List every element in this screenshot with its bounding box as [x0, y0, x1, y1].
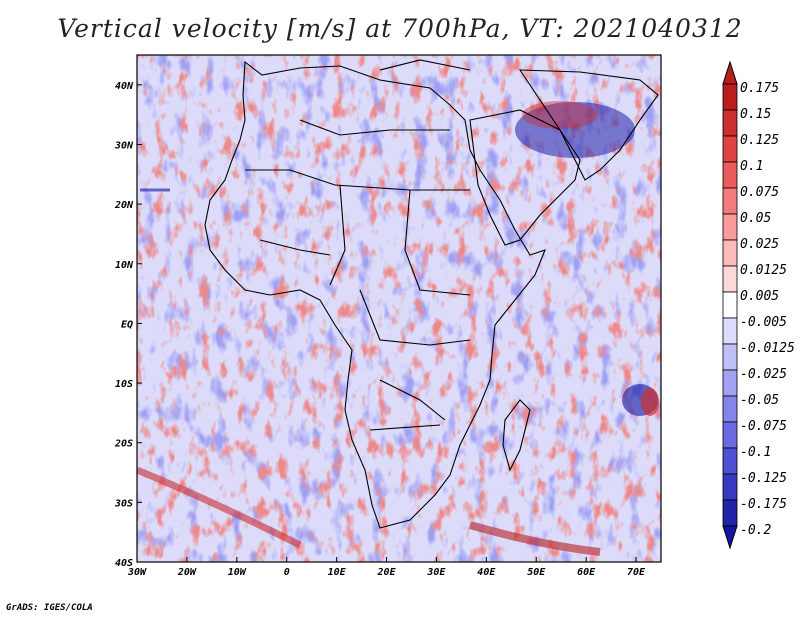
colorbar-label: -0.2	[740, 523, 771, 538]
colorbar-swatch	[722, 369, 738, 397]
colorbar-label: -0.05	[740, 393, 779, 408]
lon-tick-label: 70E	[627, 567, 646, 578]
colorbar-label: -0.0125	[740, 341, 795, 356]
credit-text: GrADS: IGES/COLA	[6, 603, 93, 613]
map-frame	[136, 54, 662, 563]
colorbar-label: -0.025	[740, 367, 787, 382]
longitude-axis: 30W 20W 10W 0 10E 20E 30E 40E 50E 60E 70E	[127, 557, 646, 578]
lat-tick-label: 20S	[114, 439, 133, 450]
colorbar-swatch	[722, 187, 738, 215]
lon-tick-label: 20W	[177, 567, 197, 578]
colorbar-label: 0.175	[740, 81, 779, 96]
colorbar-label: 0.1	[740, 159, 763, 174]
colorbar-bottom-arrow	[722, 525, 738, 550]
colorbar-label: -0.125	[740, 471, 787, 486]
lon-tick-label: 40E	[477, 567, 496, 578]
colorbar-label: -0.005	[740, 315, 787, 330]
vertical-velocity-field	[137, 55, 661, 562]
colorbar-label: 0.0125	[740, 263, 787, 278]
colorbar-swatch	[722, 83, 738, 111]
colorbar-swatch	[722, 447, 738, 475]
colorbar-swatch	[722, 213, 738, 241]
lon-tick-label: 10W	[228, 567, 247, 578]
colorbar-swatch	[722, 265, 738, 293]
colorbar-swatch	[722, 291, 738, 319]
colorbar-label: 0.005	[740, 289, 779, 304]
colorbar-label: 0.15	[740, 107, 771, 122]
lon-tick-label: 10E	[328, 567, 347, 578]
lon-tick-label: 30E	[426, 567, 446, 578]
colorbar-top-arrow	[722, 60, 738, 85]
colorbar-swatch	[722, 421, 738, 449]
lat-tick-label: 30N	[114, 140, 134, 151]
colorbar-label: -0.175	[740, 497, 787, 512]
lat-tick-label: 20N	[114, 200, 134, 211]
colorbar-swatch	[722, 343, 738, 371]
colorbar-swatch	[722, 395, 738, 423]
colorbar-swatch	[722, 135, 738, 163]
lat-tick-label: 10S	[115, 379, 133, 390]
lon-tick-label: 60E	[577, 567, 596, 578]
lat-tick-label: 10N	[115, 260, 134, 271]
latitude-axis: 40N 30N 20N 10N EQ 10S 20S 30S 40S	[114, 81, 142, 569]
lat-tick-label: 40S	[115, 558, 133, 569]
colorbar-swatch	[722, 317, 738, 345]
lon-tick-label: 20E	[376, 567, 396, 578]
colorbar-label: 0.05	[740, 211, 771, 226]
lon-tick-label: 50E	[527, 567, 546, 578]
coastlines-and-borders	[204, 59, 659, 529]
map-title: Vertical velocity [m/s] at 700hPa, VT: 2…	[57, 14, 743, 43]
colorbar-label: -0.1	[740, 445, 771, 460]
colorbar-swatch	[722, 239, 738, 267]
colorbar-label: -0.075	[740, 419, 787, 434]
colorbar-swatch	[722, 161, 738, 189]
colorbar-label: 0.075	[740, 185, 779, 200]
colorbar-swatch	[722, 473, 738, 501]
lon-tick-label: 30W	[127, 567, 147, 578]
lon-tick-label: 0	[284, 567, 290, 578]
colorbar: 0.175 0.15 0.125 0.1 0.075 0.05 0.025 0.0125 0.0…	[722, 60, 795, 550]
lat-tick-label: 30S	[114, 498, 133, 509]
colorbar-label: 0.025	[740, 237, 779, 252]
colorbar-swatch	[722, 109, 738, 137]
colorbar-swatch	[722, 499, 738, 527]
lat-tick-label: 40N	[115, 81, 134, 92]
lat-tick-label: EQ	[121, 319, 133, 330]
colorbar-label: 0.125	[740, 133, 779, 148]
